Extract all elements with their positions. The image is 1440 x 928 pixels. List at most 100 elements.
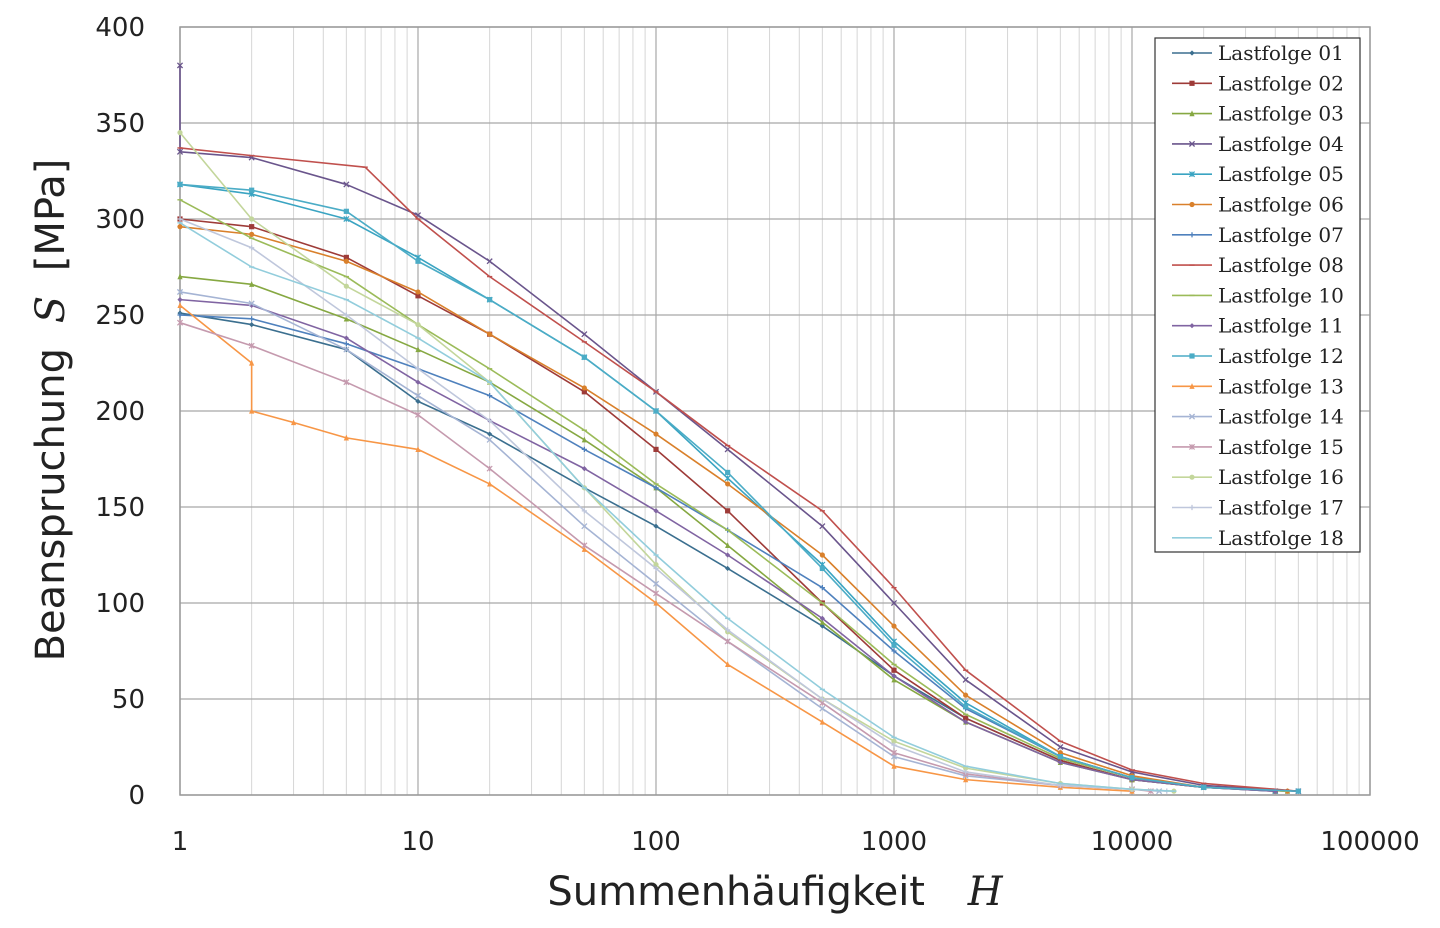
data-point (962, 676, 969, 683)
x-tick-label: 100 (631, 827, 681, 857)
data-point (891, 676, 897, 683)
y-tick-label: 400 (95, 13, 145, 43)
data-point (249, 302, 255, 308)
legend-marker (1189, 110, 1195, 117)
series-lastfolge-17 (177, 216, 1170, 794)
data-point (249, 216, 255, 222)
legend-label: Lastfolge 08 (1218, 253, 1344, 277)
legend-marker (1189, 232, 1195, 238)
legend-item: Lastfolge 11 (1172, 314, 1344, 338)
data-point (581, 466, 587, 472)
data-point (176, 288, 184, 296)
series-lastfolge-06 (177, 224, 1291, 794)
legend-item: Lastfolge 06 (1172, 193, 1344, 217)
data-point (891, 648, 897, 654)
data-point (581, 389, 587, 395)
legend-marker (1188, 171, 1196, 178)
data-point (343, 254, 349, 260)
legend-label: Lastfolge 06 (1218, 193, 1344, 217)
data-point (415, 293, 421, 299)
data-point (487, 297, 493, 303)
y-axis-symbol: S (28, 296, 74, 323)
data-point (415, 379, 421, 385)
data-point (415, 446, 421, 452)
data-point (725, 469, 731, 476)
data-point (581, 436, 587, 443)
series-line (179, 222, 1174, 792)
data-point (652, 580, 660, 587)
data-point (177, 297, 183, 303)
legend-item: Lastfolge 03 (1172, 102, 1344, 126)
data-point (581, 546, 587, 552)
legend-label: Lastfolge 05 (1218, 162, 1344, 186)
data-point (343, 215, 350, 223)
legend-marker (1189, 474, 1195, 480)
data-point (819, 718, 825, 725)
legend-marker (1189, 201, 1195, 208)
data-point (725, 508, 731, 514)
legend-label: Lastfolge 11 (1218, 314, 1344, 338)
data-point (177, 216, 183, 222)
data-point (486, 465, 493, 472)
data-point (487, 480, 493, 487)
data-point (725, 552, 731, 558)
legend-item: Lastfolge 14 (1172, 405, 1344, 429)
data-point (343, 341, 349, 347)
legend-label: Lastfolge 14 (1218, 405, 1344, 429)
x-tick-label: 10000 (1091, 827, 1174, 857)
data-point (963, 769, 969, 775)
x-axis-symbol: H (967, 869, 1004, 915)
x-tick-label: 1 (172, 827, 189, 857)
data-point (249, 407, 255, 414)
data-point (724, 638, 731, 645)
x-tick-label: 1000 (861, 827, 927, 857)
legend-label: Lastfolge 10 (1218, 283, 1344, 307)
data-point (343, 312, 349, 318)
series-lastfolge-10 (177, 199, 1291, 792)
data-point (415, 322, 421, 328)
legend-item: Lastfolge 07 (1172, 223, 1344, 247)
y-tick-label: 0 (128, 781, 145, 811)
data-point (581, 354, 587, 360)
series-lastfolge-16 (177, 130, 1177, 794)
legend-label: Lastfolge 18 (1218, 526, 1344, 550)
series-lastfolge-18 (177, 222, 1177, 792)
data-point (653, 508, 659, 514)
data-point (1272, 788, 1278, 794)
legend-item: Lastfolge 05 (1172, 162, 1344, 186)
series-line (179, 314, 1299, 792)
x-axis-label: Summenhäufigkeit (547, 869, 925, 915)
series-lastfolge-08 (177, 147, 1301, 792)
legend-marker (1189, 383, 1195, 389)
legend-label: Lastfolge 16 (1218, 465, 1344, 489)
legend-label: Lastfolge 07 (1218, 223, 1344, 247)
data-point (819, 615, 825, 621)
data-point (724, 475, 731, 482)
series-lastfolge-12 (177, 181, 1301, 794)
legend-item: Lastfolge 12 (1172, 344, 1344, 368)
legend-marker (1189, 353, 1195, 359)
data-point (414, 411, 422, 418)
data-point (963, 715, 969, 721)
legend-marker (1188, 140, 1196, 147)
data-point (249, 316, 255, 322)
data-point (249, 322, 255, 328)
legend-item: Lastfolge 15 (1172, 435, 1344, 459)
data-point (343, 181, 350, 188)
data-point (725, 661, 731, 668)
data-point (414, 392, 422, 399)
data-point (176, 148, 184, 155)
series-line (179, 132, 1174, 792)
data-point (415, 258, 421, 264)
y-tick-label: 300 (95, 205, 145, 235)
x-tick-labels: 1 10 100 1000 10000 100000 (172, 827, 1420, 857)
legend-item: Lastfolge 04 (1172, 132, 1344, 156)
data-point (487, 418, 493, 424)
legend-label: Lastfolge 04 (1218, 132, 1344, 156)
data-point (891, 673, 897, 679)
y-tick-label: 250 (95, 301, 145, 331)
data-point (249, 281, 255, 287)
data-point (487, 331, 493, 337)
series-line (179, 147, 1299, 792)
